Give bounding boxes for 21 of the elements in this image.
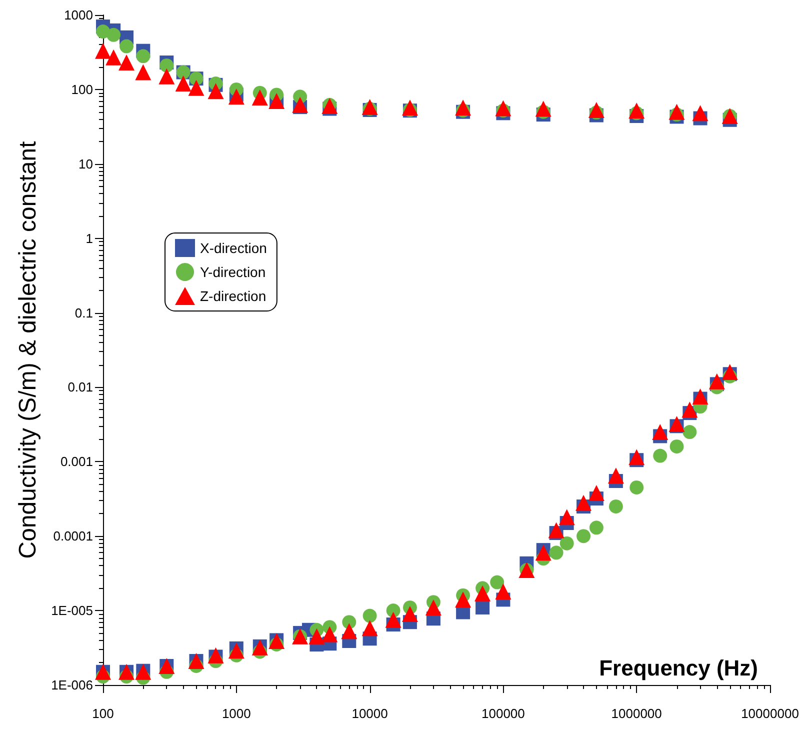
x-tick-label: 10000000 [741,706,799,721]
y-axis-title: Conductivity (S/m) & dielectric constant [14,140,42,559]
x-tick-label: 1000000 [611,706,662,721]
y-tick-label: 1000 [64,8,93,22]
y-tick-label: 1 [86,230,93,246]
x-tick-label: 100 [92,706,114,721]
y-tick-label: 1E-006 [51,678,93,692]
legend-label: X-direction [200,240,267,256]
x-tick-label: 1000 [222,706,251,721]
legend-label: Z-direction [200,288,266,304]
y-tick-label: 0.01 [68,380,93,395]
y-tick-label: 0.001 [60,454,93,470]
y-tick-label: 0.0001 [53,528,93,544]
y-tick-label: 100 [71,82,93,97]
y-tick-label: 10 [78,156,93,172]
legend-label: Y-direction [200,264,266,280]
x-axis-title: Frequency (Hz) [599,656,758,680]
y-tick-label: 0.1 [74,305,93,320]
x-tick-label: 10000 [352,706,388,721]
y-tick-label: 1E-005 [51,603,93,618]
x-tick-label: 100000 [482,706,525,721]
